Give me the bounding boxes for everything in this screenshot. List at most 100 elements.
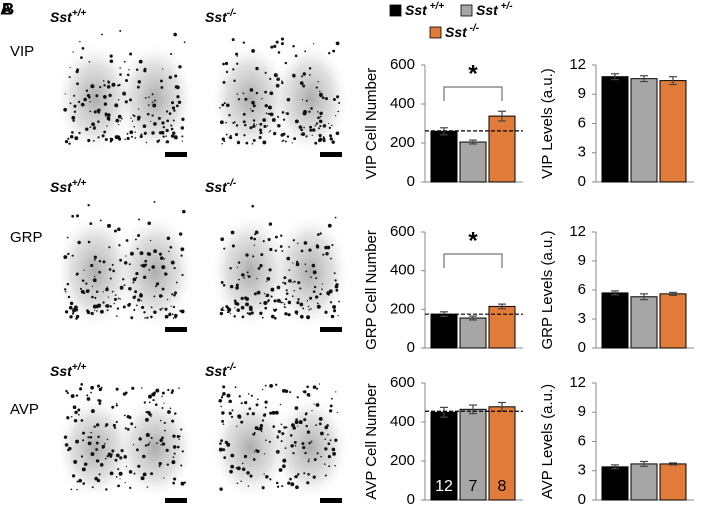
cell <box>223 140 226 143</box>
tissue <box>270 41 350 156</box>
cell <box>329 137 333 141</box>
cell <box>256 290 261 295</box>
cell <box>106 125 108 127</box>
cell <box>128 415 132 420</box>
cell <box>220 396 224 399</box>
cell <box>180 428 183 431</box>
cell <box>223 247 226 250</box>
cell <box>102 80 105 82</box>
cell <box>264 90 267 94</box>
cell <box>294 475 298 479</box>
cell <box>87 289 90 292</box>
cell <box>236 466 241 471</box>
cell <box>133 472 136 475</box>
y-axis-title: VIP Levels (a.u.) <box>539 68 556 179</box>
cell <box>220 439 223 443</box>
cell <box>104 138 108 142</box>
cell <box>292 73 296 78</box>
cell <box>267 300 270 303</box>
cell <box>98 402 102 405</box>
cell <box>335 283 339 287</box>
cell <box>330 397 333 400</box>
cell <box>243 277 245 279</box>
cell <box>332 309 337 313</box>
cell <box>308 67 312 70</box>
cell <box>161 436 164 440</box>
cell <box>281 111 285 114</box>
cell <box>132 444 135 446</box>
legend-swatch <box>389 4 402 17</box>
cell <box>240 296 244 301</box>
cell <box>223 309 225 311</box>
cell <box>222 62 225 66</box>
cell <box>125 255 127 257</box>
genotype-base: Sst <box>205 9 228 25</box>
cell <box>147 252 152 256</box>
error-bar <box>498 303 506 310</box>
cell <box>70 416 73 418</box>
cell <box>142 454 146 459</box>
cell <box>146 112 150 116</box>
cell <box>90 409 95 414</box>
cell <box>101 134 105 138</box>
scale-bar <box>165 152 187 157</box>
cell <box>253 431 256 434</box>
cell <box>252 124 256 128</box>
cell <box>317 127 320 130</box>
cell <box>321 96 325 99</box>
cell <box>171 460 176 465</box>
cell <box>337 315 339 317</box>
cell <box>136 85 140 89</box>
cell <box>235 124 239 127</box>
cell <box>237 98 241 101</box>
cell <box>154 99 156 102</box>
cell <box>70 488 73 491</box>
cell <box>248 307 253 311</box>
cell <box>332 305 337 309</box>
cell <box>253 244 256 247</box>
cell <box>266 277 271 281</box>
cell <box>295 418 298 421</box>
cell <box>161 307 164 310</box>
y-tick-label: 0 <box>578 339 586 356</box>
cell <box>244 97 248 101</box>
cell <box>252 119 256 122</box>
cell <box>175 281 178 284</box>
cell <box>142 472 147 477</box>
cell <box>234 386 237 389</box>
cell <box>91 295 94 299</box>
significance-bracket <box>443 86 503 101</box>
cell <box>95 441 99 445</box>
cell <box>124 78 128 82</box>
cell <box>242 112 246 116</box>
cell <box>153 249 158 254</box>
cell <box>242 120 246 124</box>
cell <box>72 51 74 53</box>
cell <box>93 140 95 142</box>
cell <box>249 88 254 92</box>
cell <box>130 422 134 426</box>
cell <box>174 316 177 319</box>
cell <box>174 74 178 78</box>
cell <box>129 486 132 490</box>
cell <box>260 253 264 257</box>
cell <box>163 402 165 404</box>
genotype-label: Sst +/- <box>476 1 513 18</box>
cell <box>309 128 313 132</box>
cell <box>294 54 298 58</box>
cell <box>106 116 111 121</box>
cell <box>90 452 95 457</box>
bar <box>659 463 687 501</box>
bar <box>488 305 516 349</box>
cell <box>313 403 315 405</box>
cell <box>155 282 160 286</box>
cell <box>176 445 180 449</box>
cell <box>314 141 318 145</box>
cell <box>249 474 253 478</box>
cell <box>300 133 302 136</box>
cell <box>108 93 112 98</box>
cell <box>101 444 106 449</box>
cell <box>310 308 312 310</box>
cell <box>299 81 304 85</box>
cell <box>282 458 287 463</box>
